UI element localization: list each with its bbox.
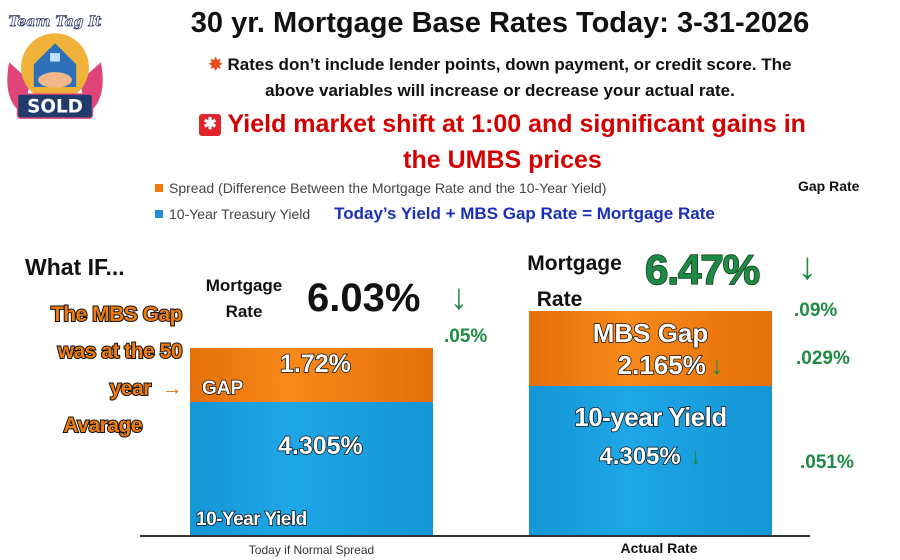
legend-item-spread: Spread (Difference Between the Mortgage …	[155, 180, 606, 196]
svg-text:SOLD: SOLD	[27, 96, 83, 117]
right-mortgage-label-2: Rate	[536, 288, 583, 311]
arrow-right-icon: →	[161, 377, 183, 400]
what-if-line-1: The MBS Gap	[50, 302, 184, 327]
left-gap-label: GAP	[201, 377, 244, 400]
right-mortgage-rate: 6.47%	[644, 245, 761, 294]
bar-segment-spread: MBS Gap 2.165% ↓	[529, 311, 772, 387]
page-title: 30 yr. Mortgage Base Rates Today: 3-31-2…	[190, 7, 810, 39]
left-mortgage-rate: 6.03%	[307, 276, 421, 320]
bar-segment-yield: 10-year Yield 4.305% ↓	[529, 386, 772, 535]
down-arrow-icon: ↓	[450, 276, 468, 317]
gap-rate-label: Gap Rate	[798, 178, 860, 194]
down-arrow-icon: ↓	[710, 350, 724, 381]
right-mortgage-label-1: Mortgage	[527, 252, 622, 275]
x-tick-label: Actual Rate	[620, 540, 698, 556]
gap-change: .029%	[796, 348, 850, 369]
left-mortgage-label: Mortgage Rate	[190, 273, 298, 325]
right-yield-value: 4.305%	[599, 442, 682, 471]
left-mortgage-label-2: Rate	[225, 302, 263, 321]
bar-actual-rate: MBS Gap 2.165% ↓ 10-year Yield 4.305% ↓	[529, 311, 772, 535]
legend-item-yield: 10-Year Treasury Yield Today’s Yield + M…	[155, 204, 715, 224]
left-gap-value: 1.72%	[279, 349, 351, 379]
left-yield-label: 10-Year Yield	[195, 508, 308, 531]
bar-today-if-normal-spread: 1.72% GAP 4.305% 10-Year Yield	[190, 348, 433, 535]
legend-yield-label: 10-Year Treasury Yield	[169, 206, 311, 222]
svg-text:Team Tag It: Team Tag It	[8, 14, 102, 30]
team-tag-it-logo: SOLD Team Tag It	[2, 2, 108, 124]
bar-segment-yield: 4.305% 10-Year Yield	[190, 401, 433, 535]
siren-icon: ✱	[199, 114, 222, 137]
left-mortgage-label-1: Mortgage	[205, 276, 283, 295]
formula-text: Today’s Yield + MBS Gap Rate = Mortgage …	[334, 204, 715, 223]
right-rate-change: .09%	[794, 300, 838, 321]
what-if-line-2: was at the 50	[57, 339, 184, 364]
disclaimer: ✸ Rates don’t include lender points, dow…	[110, 52, 890, 104]
what-if-heading: What IF...	[25, 254, 125, 280]
down-arrow-icon: ↓	[798, 246, 817, 288]
down-arrow-icon: ↓	[689, 443, 702, 471]
left-rate-change: .05%	[444, 326, 488, 347]
yield-swatch	[155, 210, 163, 218]
alert-line-2: the UMBS prices	[403, 146, 602, 174]
yield-change: .051%	[800, 452, 854, 473]
what-if-line-4: Avarage	[62, 413, 143, 438]
what-if-text: The MBS Gap was at the 50 year → Avarage	[0, 296, 184, 444]
disclaimer-line-1: Rates don’t include lender points, down …	[227, 55, 792, 74]
right-gap-label: MBS Gap	[592, 317, 709, 349]
disclaimer-line-2: above variables will increase or decreas…	[265, 81, 735, 100]
bar-segment-spread: 1.72% GAP	[190, 348, 433, 402]
collision-icon: ✸	[208, 55, 223, 74]
left-yield-value: 4.305%	[277, 431, 363, 461]
market-alert: ✱ Yield market shift at 1:00 and signifi…	[105, 106, 900, 178]
x-axis-line	[140, 535, 810, 537]
right-yield-label: 10-year Yield	[574, 401, 729, 433]
right-mortgage-label: Mortgage Rate	[507, 246, 642, 318]
right-gap-value: 2.165%	[617, 349, 707, 381]
x-tick-label: Today if Normal Spread	[248, 543, 375, 557]
alert-line-1: Yield market shift at 1:00 and significa…	[227, 110, 806, 138]
what-if-line-3: year	[109, 376, 153, 401]
legend-spread-label: Spread (Difference Between the Mortgage …	[169, 180, 607, 196]
spread-swatch	[155, 184, 163, 192]
